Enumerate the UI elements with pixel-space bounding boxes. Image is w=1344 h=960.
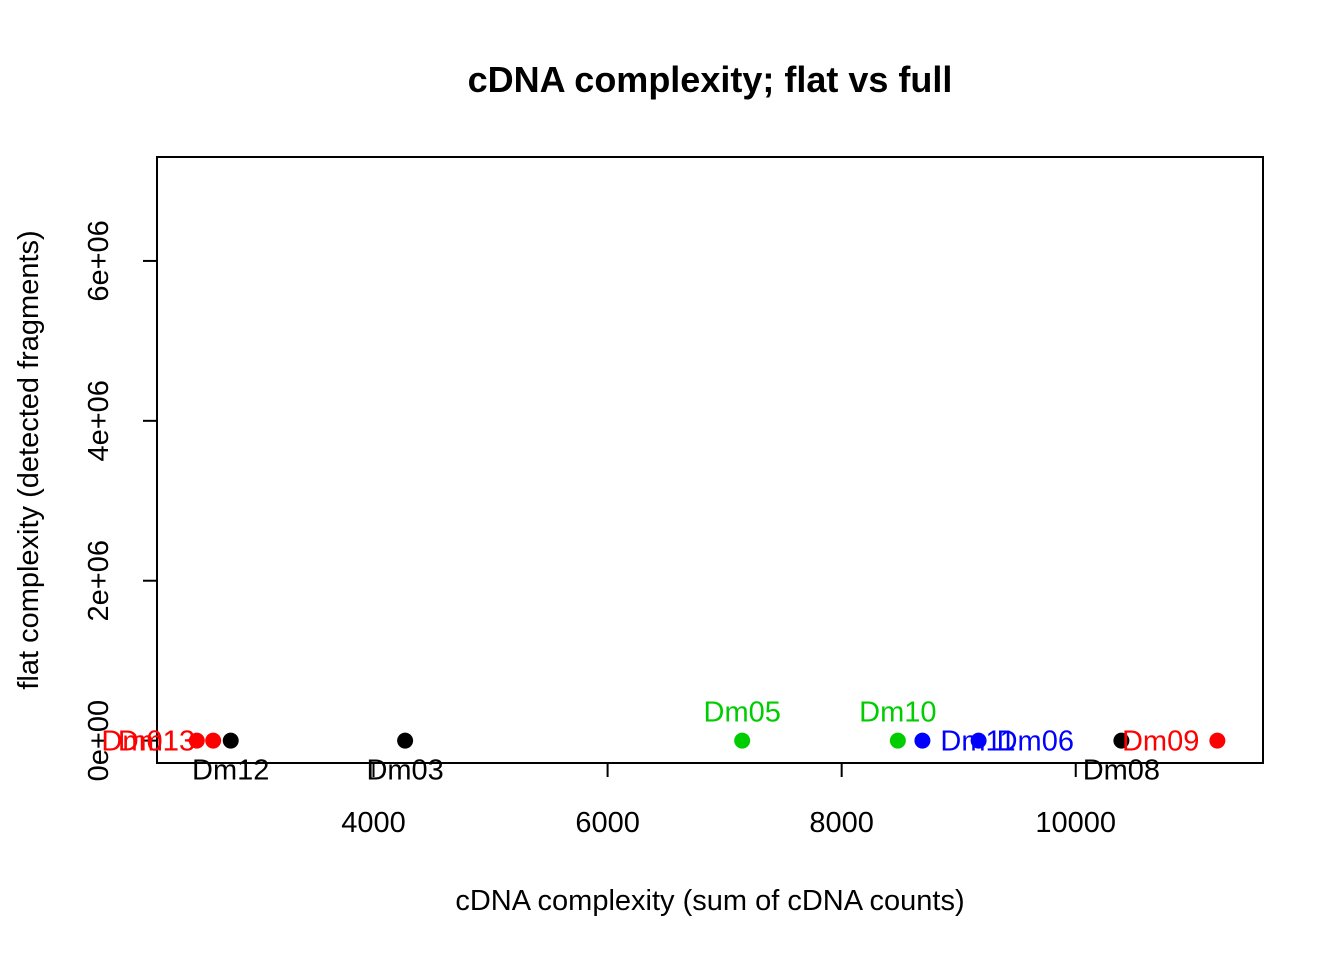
- data-point-label: Dm08: [1083, 755, 1160, 787]
- x-tick-label: 8000: [809, 807, 874, 839]
- data-point-label: Dm05: [704, 697, 781, 729]
- chart-title: cDNA complexity; flat vs full: [468, 59, 953, 100]
- y-axis: 0e+00 2e+06 4e+06 6e+06: [83, 220, 158, 781]
- x-tick-label: 10000: [1035, 807, 1116, 839]
- data-point: [1113, 732, 1130, 749]
- data-point-label: Dm03: [366, 755, 443, 787]
- data-point-label: Dm13: [118, 726, 195, 758]
- data-points: Dm01Dm13Dm12Dm03Dm05Dm10Dm11Dm06Dm08Dm09: [101, 697, 1226, 787]
- data-point: [205, 732, 222, 749]
- data-point-label: Dm01: [101, 726, 178, 758]
- data-point: [970, 732, 987, 749]
- data-point-label: Dm12: [192, 755, 269, 787]
- x-axis: 4000 6000 8000 10000: [341, 762, 1116, 839]
- data-point: [734, 732, 751, 749]
- data-point: [889, 732, 906, 749]
- data-point-label: Dm10: [859, 697, 936, 729]
- plot-frame: [156, 156, 1264, 764]
- data-point-label: Dm09: [1122, 726, 1199, 758]
- y-tick-label: 2e+06: [83, 540, 115, 621]
- x-tick-label: 6000: [575, 807, 640, 839]
- y-tick-label: 0e+00: [83, 700, 115, 781]
- data-point-label: Dm06: [997, 726, 1074, 758]
- y-tick-label: 6e+06: [83, 220, 115, 301]
- y-tick-label: 4e+06: [83, 380, 115, 461]
- data-point: [1209, 732, 1226, 749]
- data-point: [914, 732, 931, 749]
- data-point: [397, 732, 414, 749]
- y-axis-label: flat complexity (detected fragments): [13, 230, 45, 689]
- x-tick-label: 4000: [341, 807, 406, 839]
- x-axis-label: cDNA complexity (sum of cDNA counts): [455, 885, 964, 917]
- data-point: [188, 732, 205, 749]
- data-point: [222, 732, 239, 749]
